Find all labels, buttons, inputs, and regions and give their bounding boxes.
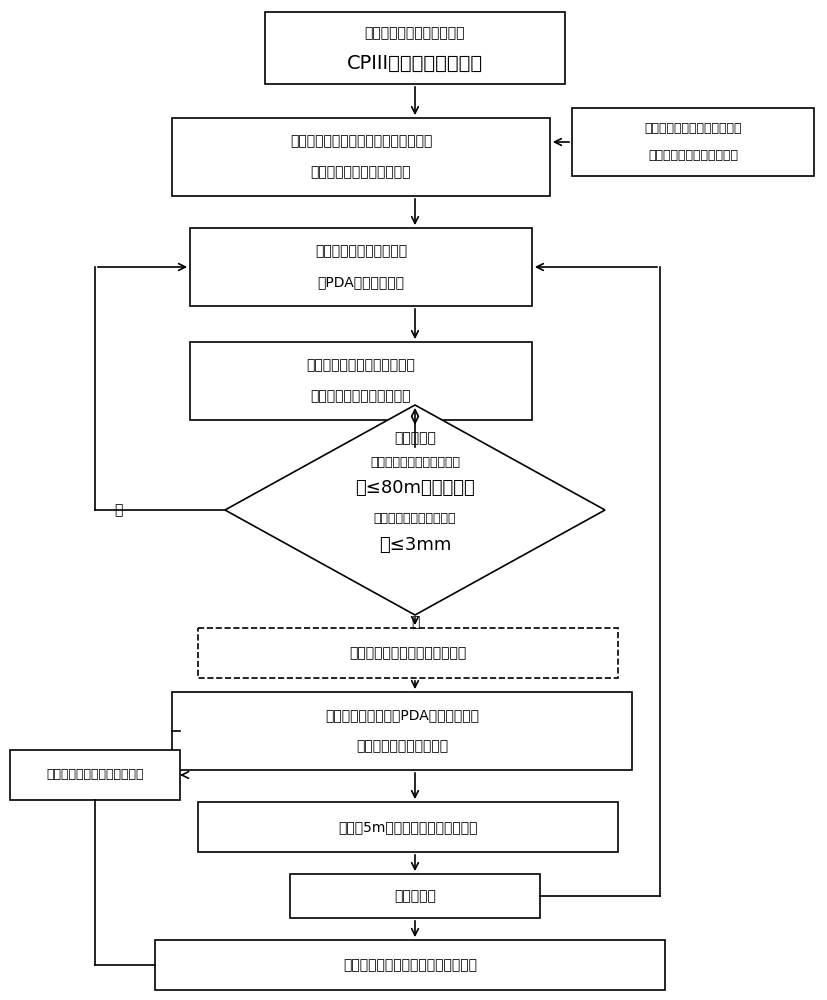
Text: 下一站测量: 下一站测量 — [394, 889, 435, 903]
Text: （平曲线、纵曲线等参数）: （平曲线、纵曲线等参数） — [310, 166, 411, 180]
Text: 线路每5m测一点，完成该测站测量: 线路每5m测一点，完成该测站测量 — [338, 820, 477, 834]
Bar — [10, 750, 179, 800]
Polygon shape — [225, 405, 605, 615]
Text: 测量数据实时传送至PDA，计算并显示: 测量数据实时传送至PDA，计算并显示 — [325, 708, 479, 722]
Text: 据≤3mm: 据≤3mm — [379, 536, 451, 554]
Text: 设置补偿距离进行线性补偿平顺: 设置补偿距离进行线性补偿平顺 — [349, 646, 466, 660]
Text: 否: 否 — [113, 503, 122, 517]
Text: 轨道调整数据提交大机养进行大机养: 轨道调整数据提交大机养进行大机养 — [342, 958, 476, 972]
Bar — [198, 802, 617, 852]
Bar — [571, 108, 813, 176]
Text: 第一点测量: 第一点测量 — [394, 431, 435, 445]
Bar — [172, 118, 549, 196]
Text: 按标准钉轨尺寸加工轨道小车: 按标准钉轨尺寸加工轨道小车 — [643, 122, 741, 135]
Bar — [155, 940, 664, 990]
Bar — [189, 342, 532, 420]
Text: 全站仪设站距离轨道测量小: 全站仪设站距离轨道测量小 — [370, 456, 460, 468]
Text: 对小车的棱镜进行睿准测量: 对小车的棱镜进行睿准测量 — [310, 390, 411, 404]
Bar — [289, 874, 539, 918]
Text: 并对小车棱镜高度进行标定: 并对小车棱镜高度进行标定 — [648, 149, 737, 162]
Bar — [198, 628, 617, 678]
Text: CPIII网（导线网）测设: CPIII网（导线网）测设 — [347, 54, 482, 73]
Bar — [265, 12, 564, 84]
Bar — [189, 228, 532, 306]
Text: 一站最后一个测点偏差数: 一站最后一个测点偏差数 — [373, 512, 456, 524]
Text: 是: 是 — [410, 615, 418, 629]
Text: 数据汇总、轨道线形分析比对: 数据汇总、轨道线形分析比对 — [46, 768, 144, 782]
Text: 与PDA测量手簼连接: 与PDA测量手簼连接 — [317, 276, 404, 290]
Text: 车≤80m，检查与上: 车≤80m，检查与上 — [355, 479, 475, 497]
Text: 出该点位置的起、拨道量: 出该点位置的起、拨道量 — [356, 740, 447, 754]
Text: 全站仪检校、自由设站并: 全站仪检校、自由设站并 — [314, 244, 407, 258]
Bar — [172, 692, 631, 770]
Text: 按规范要求进行轨道控制网: 按规范要求进行轨道控制网 — [365, 27, 465, 41]
Text: 将轨道小车安置在线路内轨上: 将轨道小车安置在线路内轨上 — [306, 358, 415, 372]
Text: 线路设计参数录入到上硟整道测量软件: 线路设计参数录入到上硟整道测量软件 — [289, 134, 432, 148]
